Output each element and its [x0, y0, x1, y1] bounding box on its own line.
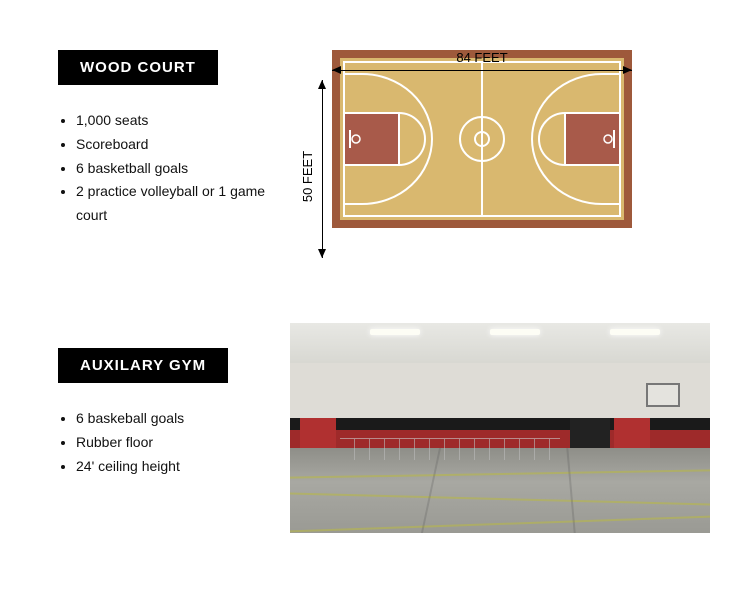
feature-item: 1,000 seats — [76, 109, 290, 133]
feature-item: Rubber floor — [76, 431, 290, 455]
aux-gym-features: 6 baskeball goals Rubber floor 24' ceili… — [30, 407, 290, 478]
auxiliary-gym-section: AUXILARY GYM 6 baskeball goals Rubber fl… — [0, 298, 734, 533]
court-height-dimension: 50 FEET — [300, 80, 332, 258]
feature-item: Scoreboard — [76, 133, 290, 157]
wood-court-section: WOOD COURT 1,000 seats Scoreboard 6 bask… — [0, 0, 734, 258]
feature-item: 6 basketball goals — [76, 157, 290, 181]
basketball-hoop-icon — [646, 383, 680, 407]
feature-item: 2 practice volleyball or 1 game court — [76, 180, 290, 228]
aux-gym-photo-area — [290, 318, 710, 533]
court-height-label: 50 FEET — [300, 151, 315, 202]
wood-court-title: WOOD COURT — [58, 50, 218, 85]
aux-gym-info: AUXILARY GYM 6 baskeball goals Rubber fl… — [30, 318, 290, 478]
wood-court-features: 1,000 seats Scoreboard 6 basketball goal… — [30, 109, 290, 228]
basketball-court-icon — [332, 50, 632, 228]
gym-interior-photo — [290, 323, 710, 533]
wood-court-diagram-area: 84 FEET 50 FEET — [290, 20, 704, 258]
court-diagram-wrap: 84 FEET 50 FEET — [300, 50, 632, 258]
wood-court-info: WOOD COURT 1,000 seats Scoreboard 6 bask… — [30, 20, 290, 228]
dimension-arrow-vertical-icon — [322, 80, 323, 258]
court-width-label: 84 FEET — [332, 50, 632, 65]
aux-gym-title: AUXILARY GYM — [58, 348, 228, 383]
feature-item: 6 baskeball goals — [76, 407, 290, 431]
feature-item: 24' ceiling height — [76, 455, 290, 479]
dimension-arrow-horizontal-icon — [332, 70, 632, 71]
